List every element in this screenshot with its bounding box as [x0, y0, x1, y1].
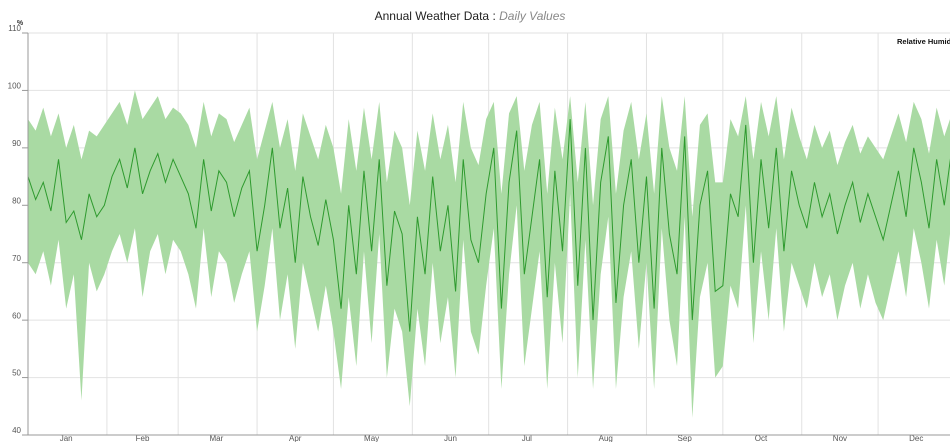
title: Annual Weather Data [375, 9, 490, 23]
y-tick-label: 80 [12, 196, 21, 205]
x-tick-label: Jun [444, 434, 457, 442]
y-tick-label: 40 [12, 426, 21, 435]
plot-area [28, 90, 950, 418]
x-tick-label: Jan [60, 434, 73, 442]
y-tick-label: 100 [8, 82, 22, 91]
x-tick-label: Feb [136, 434, 150, 442]
y-tick-label: 50 [12, 369, 21, 378]
x-tick-label: Mar [209, 434, 223, 442]
y-tick-label: 90 [12, 139, 21, 148]
x-tick-label: Nov [833, 434, 847, 442]
legend-label: Relative Humidity [897, 37, 950, 46]
x-tick-label: Sep [678, 434, 693, 442]
y-tick-label: 60 [12, 311, 21, 320]
chart-title: Annual Weather Data : Daily Values [375, 9, 566, 23]
axes: 40 50 60 70 80 90 100 110 Jan Feb Mar Apr May Jun Jul A… [8, 24, 950, 442]
series-line [28, 119, 950, 332]
x-tick-label: Dec [909, 434, 923, 442]
y-axis-label: % [17, 20, 24, 27]
title-separator: : [492, 9, 495, 23]
x-tick-label: Apr [289, 434, 302, 442]
subtitle: Daily Values [499, 9, 565, 23]
x-tick-label: Aug [599, 434, 613, 442]
x-tick-label: Jul [522, 434, 532, 442]
y-tick-label: 110 [8, 24, 21, 33]
x-tick-label: Oct [755, 434, 768, 442]
y-tick-label: 70 [12, 254, 21, 263]
range-band [28, 90, 950, 418]
x-tick-label: May [364, 434, 379, 442]
